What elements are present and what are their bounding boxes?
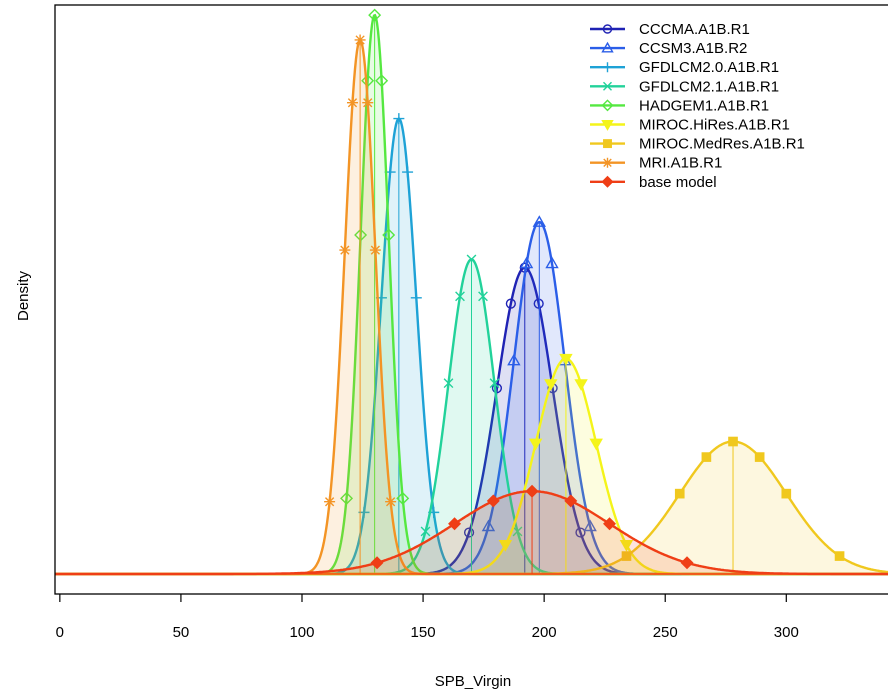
x-tick-label: 300 [774,624,799,641]
legend: CCCMA.A1B.R1 CCSM3.A1B.R2 GFDLCM2.0.A1B.R1… [590,21,805,191]
series-point [525,484,539,498]
legend-label: base model [639,174,717,191]
legend-marker [602,62,613,73]
series-point [382,228,396,242]
legend-item: GFDLCM2.1.A1B.R1 [590,78,779,95]
legend-item: CCCMA.A1B.R1 [590,21,750,38]
series-point [575,527,586,538]
series-point [728,436,738,447]
series-area [55,491,888,574]
x-tick-label: 50 [173,624,190,641]
series-point [674,488,685,499]
legend-marker [602,24,613,34]
legend-marker [601,120,614,131]
series-area [55,441,888,574]
x-tick-label: 150 [411,624,436,641]
series-point [478,291,488,302]
x-tick-label: 250 [653,624,678,641]
series-point [489,378,500,389]
series-point [498,540,513,552]
series-point [324,496,336,508]
legend-label: MIROC.MedRes.A1B.R1 [639,136,805,153]
series-point [410,292,422,304]
legend-label: MIROC.HiRes.A1B.R1 [639,117,790,134]
series-point [491,383,503,394]
legend-item: GFDLCM2.0.A1B.R1 [590,59,779,76]
series-point [564,494,578,508]
series-point [619,540,634,552]
series-point [340,491,354,505]
legend-item: base model [590,174,717,191]
series-point [339,244,351,256]
legend-marker [601,99,614,112]
series-point [680,556,694,570]
series-point [507,353,521,366]
series-point [385,496,397,508]
series-point [519,256,534,269]
plot-frame [54,4,888,595]
legend-item: MIROC.MedRes.A1B.R1 [590,136,805,153]
legend-marker [603,81,612,91]
legend-marker [603,139,612,149]
legend-marker [601,175,614,188]
series-point [368,8,382,22]
series-point [486,494,500,508]
series-point [781,488,792,499]
series-point [545,256,559,269]
series-point [369,244,381,256]
series-point [589,438,603,451]
y-axis-title: Density [15,270,32,321]
legend-label: GFDLCM2.0.A1B.R1 [639,59,779,76]
series-point [533,298,544,309]
series-point [354,34,366,46]
series-point [455,291,465,302]
x-tick-label: 100 [289,624,314,641]
series-point [621,551,632,561]
series-point [443,378,454,389]
legend-marker [601,41,614,53]
series-point [420,526,431,537]
series-point [448,517,462,531]
series-point [362,97,374,109]
series-point [512,526,523,537]
series-point [754,452,765,462]
series-point [393,113,405,125]
series-point [544,379,558,391]
x-tick-label: 200 [532,624,557,641]
series-point [528,438,543,451]
series-point [402,166,414,178]
series-point [583,519,597,532]
x-axis-title: SPB_Virgin [435,673,511,690]
series-point [396,491,410,505]
legend-label: CCSM3.A1B.R2 [639,40,747,57]
series-point [466,254,477,265]
series-point [346,97,358,109]
legend-item: MIROC.HiRes.A1B.R1 [590,117,790,134]
legend-item: CCSM3.A1B.R2 [590,40,747,57]
legend-item: MRI.A1B.R1 [590,155,722,172]
series-point [463,527,475,538]
legend-label: MRI.A1B.R1 [639,155,722,172]
series-point [481,519,496,532]
legend-label: HADGEM1.A1B.R1 [639,97,769,114]
series-point [559,353,573,366]
x-tick-label: 0 [56,624,64,641]
series-point [375,74,389,88]
legend-item: HADGEM1.A1B.R1 [590,97,769,114]
series-point [574,379,588,391]
plot-area [55,8,888,576]
series-point [532,215,547,227]
x-axis: 0 50 100 150 200 250 300 [56,594,799,641]
series-point [701,452,712,462]
series-point [603,517,617,531]
legend-label: GFDLCM2.1.A1B.R1 [639,78,779,95]
series-point [505,298,516,309]
legend-marker [602,157,613,168]
legend-label: CCCMA.A1B.R1 [639,21,750,38]
series-point [834,551,845,561]
series-point [370,556,384,570]
